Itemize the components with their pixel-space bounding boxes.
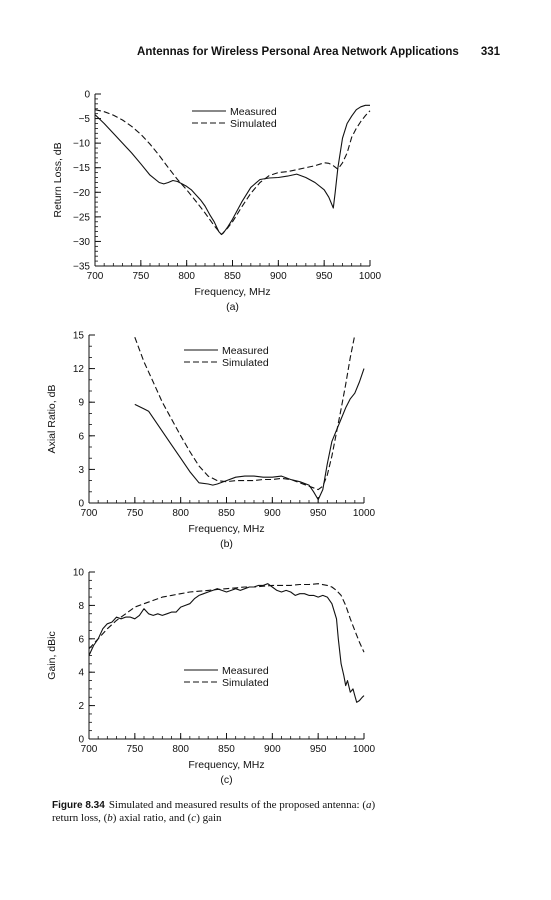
y-tick-label: −20 bbox=[73, 188, 90, 199]
x-tick-label: 800 bbox=[178, 271, 195, 282]
y-tick-label: 4 bbox=[78, 668, 84, 679]
y-tick-label: 2 bbox=[78, 701, 84, 712]
series-line-simulated bbox=[95, 109, 371, 236]
y-tick-label: 10 bbox=[73, 568, 85, 579]
x-tick-label: 700 bbox=[81, 508, 98, 519]
x-tick-label: 850 bbox=[224, 271, 241, 282]
y-tick-label: 0 bbox=[78, 499, 84, 510]
x-tick-label: 850 bbox=[218, 508, 235, 519]
axial-ratio-chart: 700 750 800 850 900 950 1000 0 3 6 9 12 15 Frequency,… bbox=[46, 331, 376, 551]
series-line-simulated bbox=[134, 334, 356, 491]
x-tick-label: 950 bbox=[316, 271, 333, 282]
x-tick-label: 900 bbox=[264, 744, 281, 755]
x-tick-label: 700 bbox=[81, 744, 98, 755]
y-tick-label: 12 bbox=[73, 364, 85, 375]
y-tick-label: 0 bbox=[78, 735, 84, 746]
x-tick-label: 850 bbox=[218, 744, 235, 755]
x-tick-label: 750 bbox=[132, 271, 149, 282]
y-tick-label: −5 bbox=[79, 114, 91, 125]
x-tick-label: 800 bbox=[172, 508, 189, 519]
y-tick-label: 9 bbox=[78, 398, 84, 409]
x-axis-title: Frequency, MHz bbox=[194, 286, 270, 298]
y-axis-title: Gain, dBic bbox=[46, 631, 58, 679]
subfigure-label: (c) bbox=[220, 774, 232, 786]
legend-label-measured: Measured bbox=[222, 665, 269, 677]
x-tick-label: 950 bbox=[310, 508, 327, 519]
series-line-measured bbox=[95, 104, 370, 236]
figure-caption-label: Figure 8.34 bbox=[52, 800, 105, 811]
x-tick-label: 1000 bbox=[353, 744, 376, 755]
legend-label-measured: Measured bbox=[222, 345, 269, 357]
x-tick-label: 800 bbox=[172, 744, 189, 755]
x-axis-title: Frequency, MHz bbox=[188, 523, 264, 535]
x-tick-label: 1000 bbox=[359, 271, 382, 282]
x-tick-label: 700 bbox=[87, 271, 104, 282]
y-tick-label: −10 bbox=[73, 139, 90, 150]
y-tick-label: 3 bbox=[78, 465, 84, 476]
legend-label-simulated: Simulated bbox=[230, 118, 277, 130]
running-header-title: Antennas for Wireless Personal Area Netw… bbox=[137, 46, 459, 58]
subfigure-label: (a) bbox=[226, 301, 239, 313]
legend-label-measured: Measured bbox=[230, 106, 277, 118]
gain-chart: 700 750 800 850 900 950 1000 0 2 4 6 8 10 Frequency, … bbox=[46, 568, 376, 787]
y-tick-label: 6 bbox=[78, 634, 84, 645]
y-tick-label: −35 bbox=[73, 262, 90, 273]
series-line-simulated bbox=[89, 583, 365, 653]
legend-label-simulated: Simulated bbox=[222, 677, 269, 689]
caption-part: ) return loss, ( bbox=[52, 799, 376, 824]
subfigure-label: (b) bbox=[220, 538, 233, 550]
caption-part: ) axial ratio, and ( bbox=[112, 812, 192, 824]
y-tick-label: −15 bbox=[73, 163, 90, 174]
y-axis-title: Return Loss, dB bbox=[52, 142, 64, 217]
running-header: Antennas for Wireless Personal Area Netw… bbox=[0, 46, 500, 58]
x-tick-label: 900 bbox=[264, 508, 281, 519]
y-tick-label: 6 bbox=[78, 431, 84, 442]
caption-part: ) gain bbox=[196, 812, 222, 824]
x-tick-label: 1000 bbox=[353, 508, 376, 519]
caption-part: b bbox=[107, 812, 113, 824]
y-tick-label: −25 bbox=[73, 212, 90, 223]
caption-part: Simulated and measured results of the pr… bbox=[108, 799, 367, 811]
return-loss-chart: 700 750 800 850 900 950 1000 0 −5 −10 −15 −20 −25 −30… bbox=[52, 90, 382, 314]
series-line-measured bbox=[89, 583, 365, 703]
caption-part: a bbox=[366, 799, 372, 811]
legend-label-simulated: Simulated bbox=[222, 357, 269, 369]
x-axis-title: Frequency, MHz bbox=[188, 759, 264, 771]
y-tick-label: −30 bbox=[73, 237, 90, 248]
x-tick-label: 900 bbox=[270, 271, 287, 282]
y-axis-title: Axial Ratio, dB bbox=[46, 385, 58, 454]
x-tick-label: 750 bbox=[126, 744, 143, 755]
y-tick-label: 8 bbox=[78, 601, 84, 612]
y-tick-label: 0 bbox=[84, 90, 90, 101]
x-tick-label: 750 bbox=[126, 508, 143, 519]
figure-caption-text: Simulated and measured results of the pr… bbox=[52, 799, 375, 824]
y-tick-label: 15 bbox=[73, 331, 85, 342]
x-tick-label: 950 bbox=[310, 744, 327, 755]
figure-caption: Figure 8.34 Simulated and measured result… bbox=[52, 799, 392, 825]
page-number: 331 bbox=[480, 46, 500, 58]
series-line-measured bbox=[134, 368, 365, 501]
caption-part: c bbox=[191, 812, 197, 824]
